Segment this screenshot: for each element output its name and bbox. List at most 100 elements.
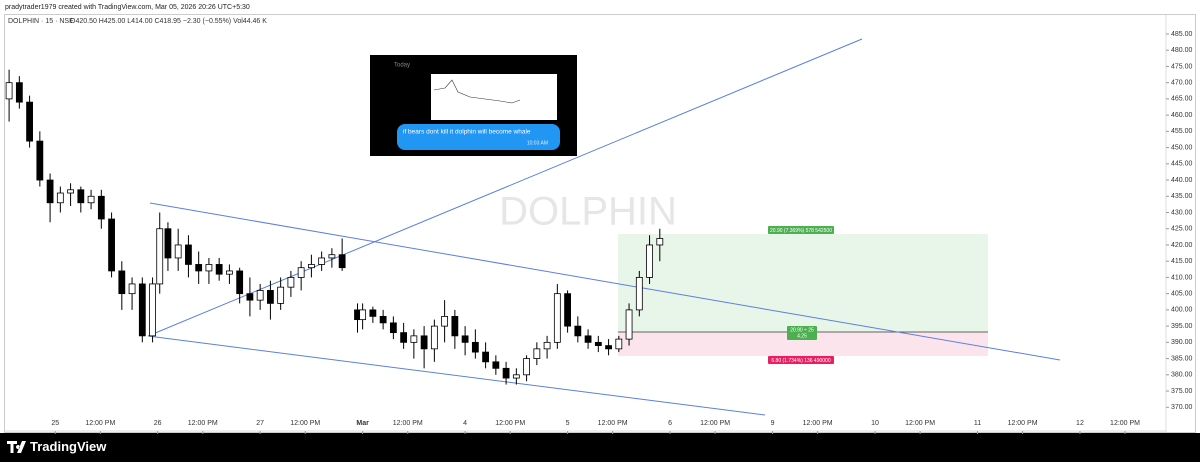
x-tick-label: 9 (771, 420, 775, 427)
x-tick-label: 25 (51, 420, 59, 427)
stop-label-box (768, 356, 834, 364)
x-tick-label: 12:00 PM (495, 420, 525, 427)
candle-body (430, 325, 438, 350)
candle-body (594, 341, 602, 347)
candle-body (410, 335, 418, 343)
logo-mark (7, 441, 26, 453)
candle-body (226, 270, 233, 275)
trend-line (147, 38, 863, 337)
y-tick-label: 420.00 (1171, 242, 1193, 249)
candle-body (174, 244, 182, 259)
candle-body (400, 332, 408, 343)
x-tick-label: 11 (974, 420, 981, 427)
x-tick-label: 12:00 PM (1110, 420, 1140, 427)
x-tick-label: 10 (871, 420, 879, 427)
y-tick-label: 445.00 (1171, 161, 1193, 168)
candle-body (389, 322, 397, 334)
y-tick-label: 405.00 (1171, 291, 1193, 298)
candle-body (441, 315, 449, 327)
candle-body (97, 195, 105, 220)
brand: TradingView (30, 439, 107, 454)
candle-body (246, 293, 254, 301)
y-tick-label: 455.00 (1171, 128, 1193, 135)
credit: pradytrader1979 created with TradingView… (5, 4, 250, 11)
candle-body (56, 192, 64, 204)
candle-body (482, 351, 490, 363)
x-tick-label: 5 (566, 420, 570, 427)
inset-day: Today (394, 63, 410, 69)
y-tick-label: 435.00 (1171, 193, 1193, 200)
y-tick-label: 380.00 (1171, 372, 1193, 379)
x-tick-label: 12:00 PM (700, 420, 730, 427)
y-tick-label: 400.00 (1171, 307, 1193, 314)
target-label-box (768, 226, 834, 234)
y-tick-label: 475.00 (1171, 63, 1193, 70)
inset-message: if bears dont kill it dolphin will becom… (403, 129, 531, 136)
candle-body (156, 228, 164, 285)
y-tick-label: 415.00 (1171, 258, 1193, 265)
candle-body (502, 367, 510, 379)
frame (4, 14, 1196, 433)
x-tick-label: 12:00 PM (393, 420, 423, 427)
x-tick-label: 12:00 PM (188, 420, 218, 427)
x-tick-label: 12 (1076, 420, 1084, 427)
candle-body (574, 325, 582, 337)
candle-body (87, 195, 95, 204)
candle-body (359, 309, 367, 321)
candle-body (138, 283, 146, 337)
y-tick-label: 480.00 (1171, 47, 1193, 54)
candle-body (256, 290, 264, 301)
profit-zone (618, 234, 988, 332)
ratio-label-box (787, 326, 817, 340)
y-tick-label: 460.00 (1171, 112, 1193, 119)
x-tick-label: 12:00 PM (85, 420, 115, 427)
inset-thumb-line (433, 79, 521, 104)
y-tick-label: 395.00 (1171, 323, 1193, 330)
candle-body (646, 244, 653, 278)
stop-label: 6.80 (1.734%) 136 490000 (771, 358, 830, 364)
candle-body (236, 270, 244, 295)
inset-time: 10:03 AM (527, 140, 548, 146)
candle-body (108, 218, 115, 272)
inset-thumbnail (431, 74, 557, 120)
y-tick-label: 425.00 (1171, 226, 1193, 233)
x-tick-label: 12:00 PM (803, 420, 833, 427)
x-tick-label: 12:00 PM (905, 420, 935, 427)
candle-body (564, 293, 571, 327)
candle-body (553, 293, 561, 343)
candles (5, 69, 664, 385)
candle-body (205, 264, 213, 272)
candle-body (307, 264, 315, 269)
y-tick-label: 385.00 (1171, 355, 1193, 362)
candle-body (287, 277, 295, 288)
candle-body (615, 338, 623, 350)
candle-body (26, 101, 33, 142)
x-tick-label: Mar (356, 420, 369, 427)
candle-body (164, 228, 172, 259)
x-tick-label: 12:00 PM (1008, 420, 1038, 427)
candle-body (625, 309, 633, 340)
symbol: DOLPHIN · 15 · NSE (8, 18, 74, 25)
candle-body (471, 341, 479, 353)
candle-body (77, 189, 85, 204)
trend-line (149, 202, 1061, 361)
y-tick-label: 485.00 (1171, 31, 1193, 38)
candle-body (451, 315, 459, 337)
y-tick-label: 375.00 (1171, 388, 1193, 395)
candle-body (523, 358, 530, 376)
x-tick-label: 27 (256, 420, 264, 427)
x-tick-label: 6 (668, 420, 672, 427)
candle-body (656, 238, 664, 246)
candle-body (46, 179, 54, 204)
candle-body (461, 335, 469, 343)
candle-body (328, 254, 336, 259)
y-tick-label: 390.00 (1171, 339, 1193, 346)
candle-body (67, 189, 74, 194)
candle-body (149, 283, 156, 337)
y-tick-label: 410.00 (1171, 274, 1193, 281)
candle-body (5, 82, 13, 100)
ohlc: O420.50 H425.00 L414.00 C418.95 −2.30 (−… (70, 18, 267, 25)
target-label: 20.90 (7.369%) 578 542500 (770, 228, 832, 234)
